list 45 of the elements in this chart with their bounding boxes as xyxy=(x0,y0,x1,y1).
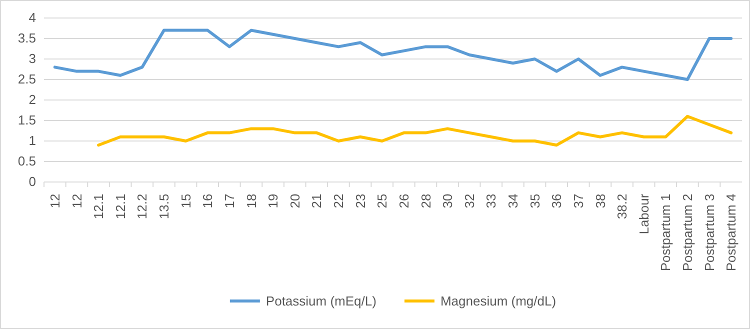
y-tick-label: 2.5 xyxy=(18,72,36,87)
legend-label: Potassium (mEq/L) xyxy=(266,294,376,308)
x-tick-label: 22 xyxy=(331,194,346,208)
y-tick-label: 3 xyxy=(28,51,36,66)
x-tick-label: 33 xyxy=(484,194,499,208)
x-tick-label: Labour xyxy=(636,193,652,234)
y-tick-label: 4 xyxy=(28,10,36,26)
x-tick-label: 17 xyxy=(222,194,237,208)
x-tick-label: 16 xyxy=(200,194,216,208)
x-tick-label: 21 xyxy=(309,194,324,208)
y-tick-label: 2 xyxy=(28,92,36,108)
x-tick-label: 38 xyxy=(592,194,608,208)
x-tick-label: 35 xyxy=(527,194,542,208)
x-tick-label: Postpartum 2 xyxy=(680,194,696,272)
y-tick-label: 1 xyxy=(28,133,36,148)
line-series xyxy=(53,28,733,81)
y-tick-label: 3.5 xyxy=(18,30,36,46)
x-tick-label: 12 xyxy=(69,194,84,208)
x-tick-label: 28 xyxy=(418,194,434,208)
x-tick-label: 12.1 xyxy=(91,194,106,220)
x-tick-label: 19 xyxy=(266,194,281,208)
x-tick-label: 25 xyxy=(374,194,390,208)
x-tick-label: 12.2 xyxy=(134,194,150,220)
x-tick-label: 18 xyxy=(244,194,259,208)
x-tick-label: 36 xyxy=(549,194,564,208)
x-tick-label: 26 xyxy=(396,194,412,208)
x-tick-label: 38.2 xyxy=(614,194,630,220)
x-tick-label: 32 xyxy=(462,194,477,208)
line-series xyxy=(97,114,733,147)
x-tick-label: Postpartum 4 xyxy=(724,194,739,272)
x-tick-label: 20 xyxy=(287,194,302,208)
x-tick-label: 37 xyxy=(570,194,586,208)
x-tick-label: Postpartum 1 xyxy=(658,194,674,272)
y-tick-label: 0 xyxy=(28,174,36,190)
x-tick-label: 34 xyxy=(506,194,521,208)
x-tick-label: 12 xyxy=(47,194,62,208)
x-tick-label: 12.1 xyxy=(112,194,128,220)
y-tick-label: 1.5 xyxy=(18,112,36,128)
x-tick-label: Postpartum 3 xyxy=(702,194,717,272)
x-tick-label: 13.5 xyxy=(156,194,172,220)
x-tick-label: 15 xyxy=(178,194,194,208)
x-tick-label: 23 xyxy=(352,194,368,208)
x-tick-label: 30 xyxy=(440,194,456,208)
y-tick-label: 0.5 xyxy=(18,154,36,169)
legend-label: Magnesium (mg/dL) xyxy=(440,294,556,308)
